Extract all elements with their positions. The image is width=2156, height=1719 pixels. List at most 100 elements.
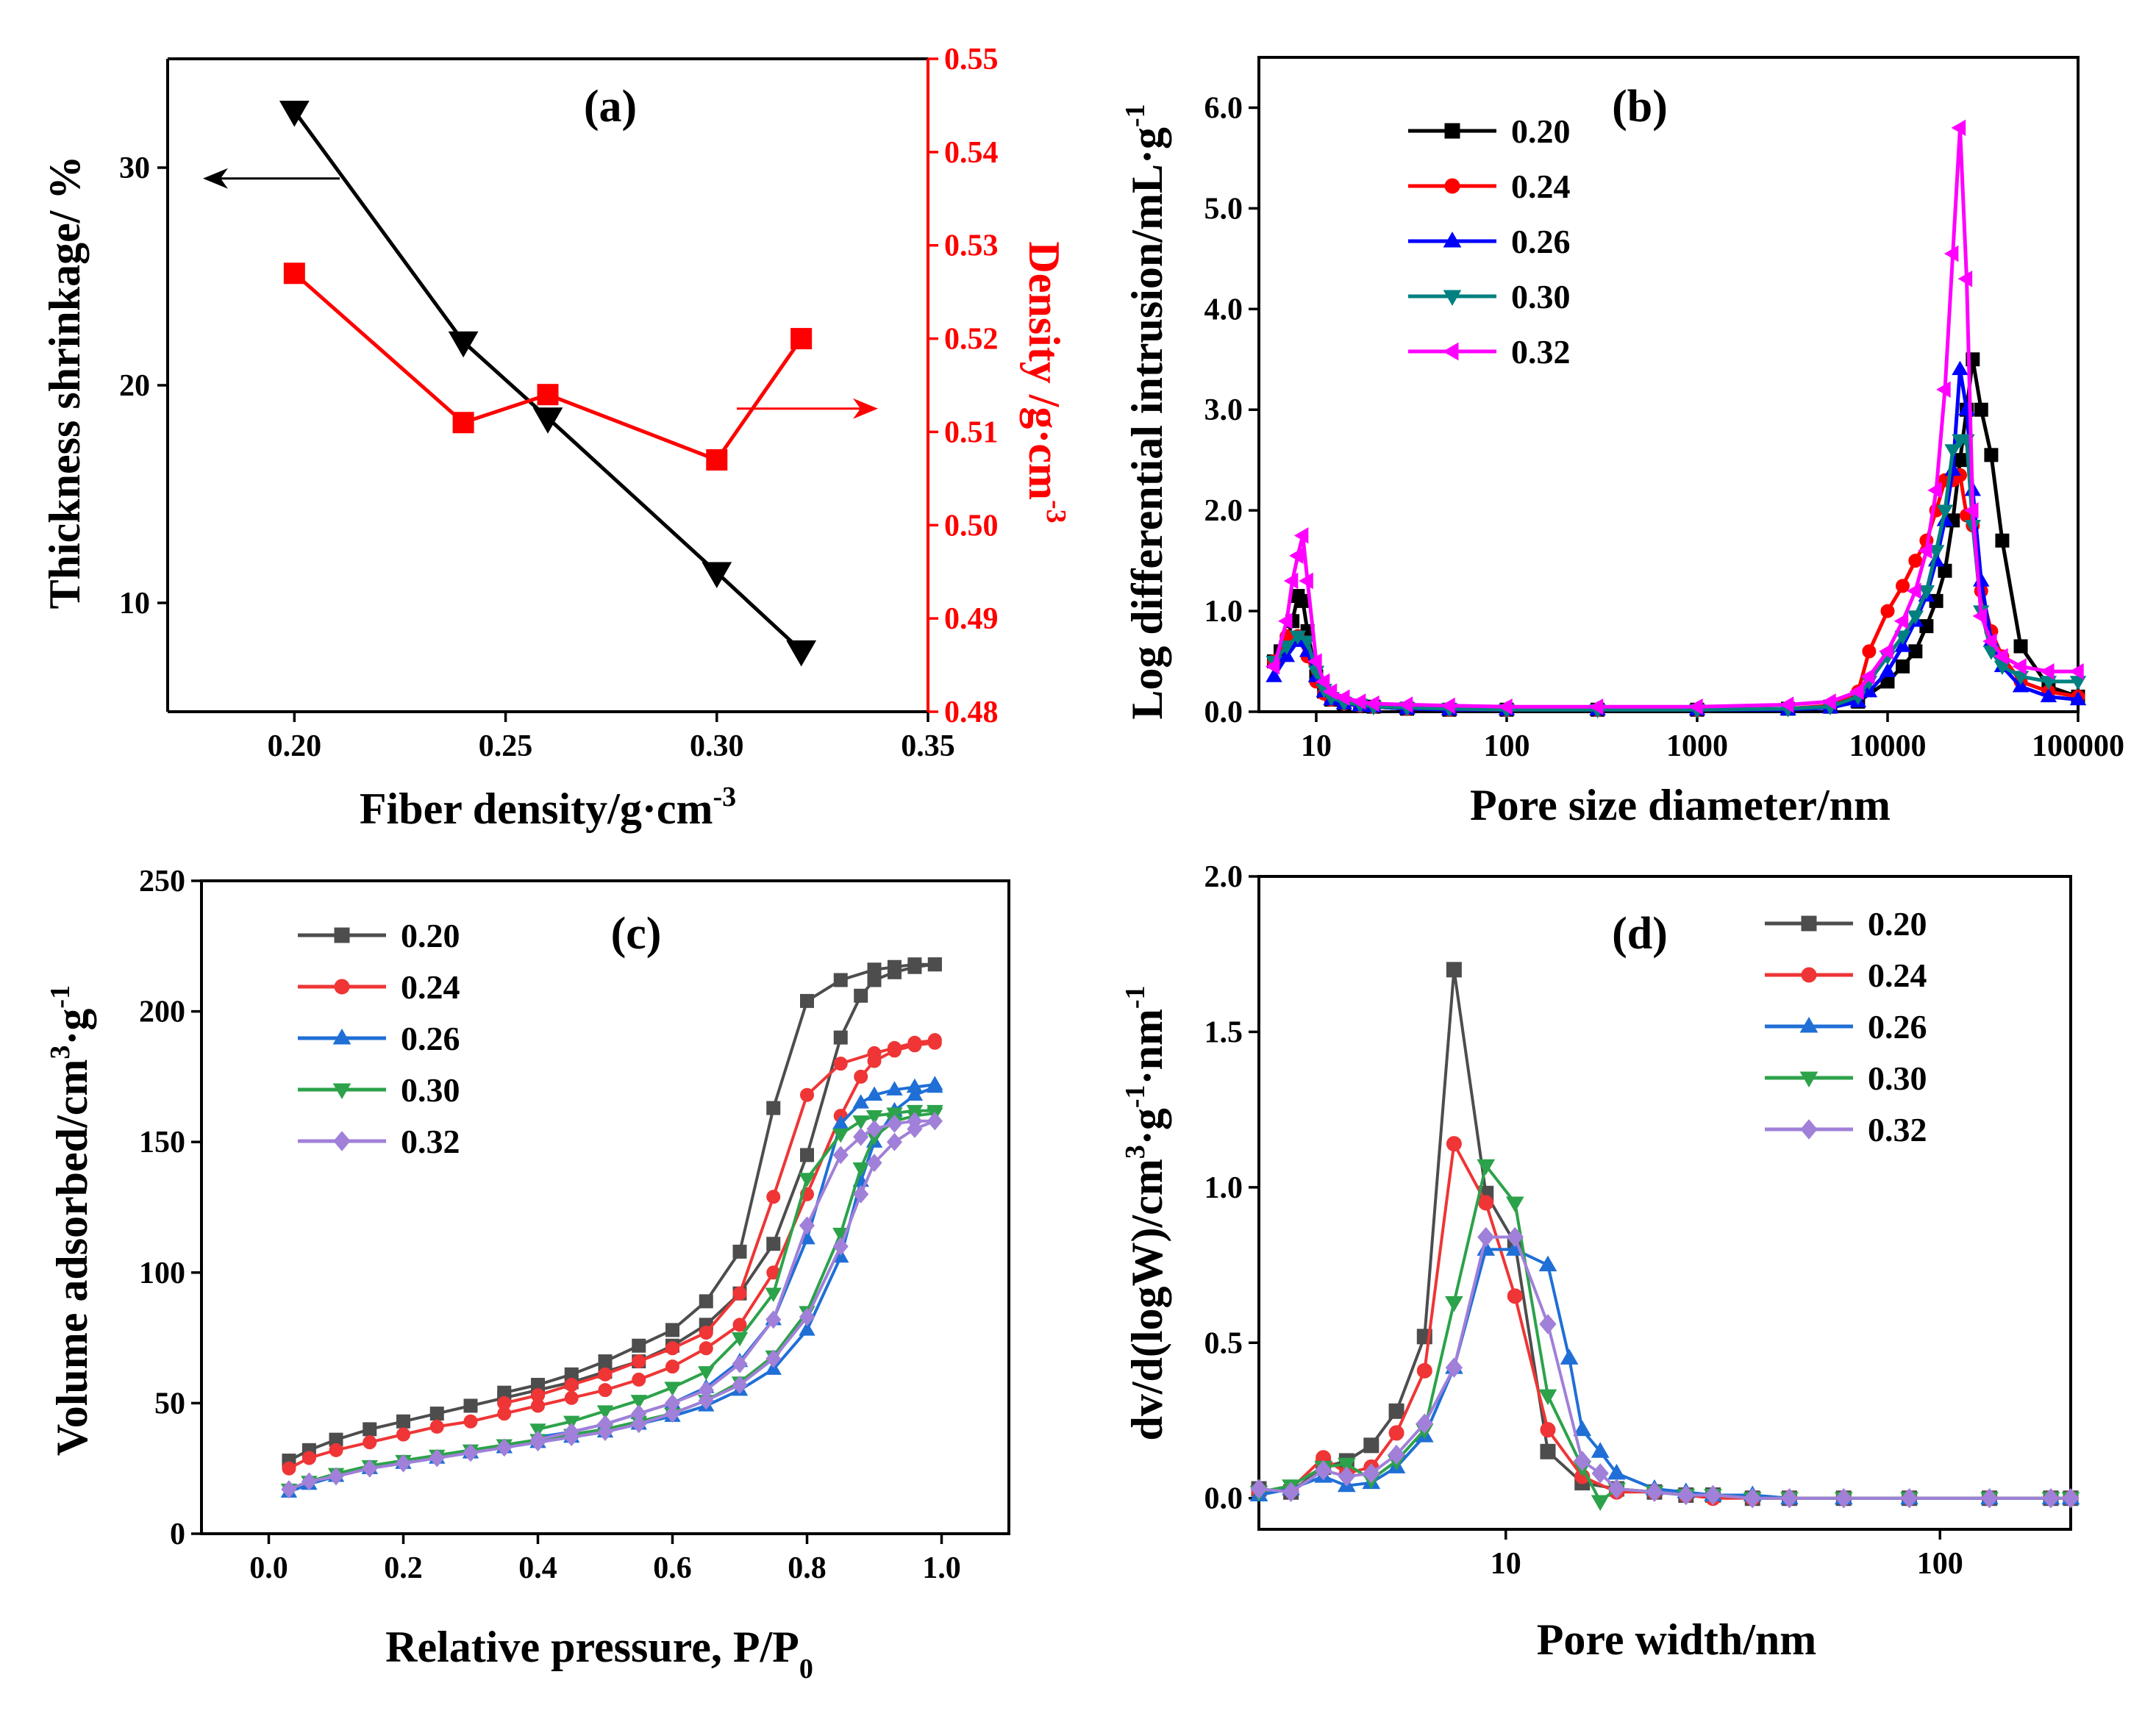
- panel-c-series-0.24-des-point-6: [766, 1190, 781, 1204]
- panel-a-marks: [157, 57, 938, 722]
- panel-c-series-0.32-ads-point-3: [362, 1459, 378, 1478]
- panel-b-intrusion: 10 100 1000 10000 100000 0.0 1.0 2.0 3.0 4.0 5.0 6.…: [1120, 56, 2124, 829]
- panel-b-series-0.30-point-3: [1299, 635, 1316, 650]
- panel-b-series-0.32-point-26: [1936, 381, 1951, 399]
- panel-d-y-title-5: ·nm: [1123, 1009, 1171, 1084]
- panel-a-tick-labels: 0.20 0.25 0.30 0.35 10 20 30 0.48 0.49 0.50 0.51 0.…: [119, 43, 999, 763]
- panel-b-series-0.32-point-0: [1265, 658, 1280, 675]
- panel-b-y-tick-label-1: 1.0: [1204, 595, 1243, 629]
- panel-c-series-0.32-des-point-14: [529, 1430, 546, 1449]
- panel-b-y-axis-title: Log differential intrusion/mL·g-1: [1120, 104, 1171, 719]
- panel-c-series-0.24-ads-point-0: [282, 1461, 296, 1476]
- panel-b-series-0.32-point-22: [1893, 612, 1909, 629]
- panel-d-tick-labels: 10 100 0.0 0.5 1.0 1.5 2.0: [1204, 860, 1963, 1581]
- panel-c-series-0.24-des-point-0: [927, 1033, 942, 1048]
- panel-b-y-tick-label-6: 6.0: [1204, 91, 1243, 125]
- panel-b-x-tick-label-2: 1000: [1666, 729, 1728, 763]
- panel-b-x-tick-label-1: 100: [1483, 729, 1529, 763]
- panel-c-series-0.20-ads-point-18: [854, 988, 868, 1003]
- panel-a-left-y-axis-title: Thickness shrinkage/ %: [40, 156, 89, 610]
- panel-c-series-0.20-des-point-1: [907, 957, 922, 972]
- panel-b-y-tick-label-0: 0.0: [1204, 696, 1243, 729]
- panel-c-series-0.32-ads-point-13: [698, 1391, 714, 1410]
- panel-c-series-0.24-des-point-4: [833, 1057, 848, 1071]
- panel-d-y-tick-label-2: 1.0: [1204, 1171, 1243, 1205]
- panel-c-series-0.32-ads-point-5: [429, 1448, 445, 1468]
- panel-a-y2-tick-label-0: 0.48: [944, 696, 999, 729]
- panel-c-legend-label-0: 0.20: [401, 917, 460, 954]
- panel-d-series-0.32-point-11: [1574, 1451, 1591, 1471]
- panel-a-x-axis-title-main: Fiber density/g·cm: [360, 785, 713, 833]
- panel-b-y-axis-title-sup: -1: [1120, 104, 1151, 127]
- panel-d-legend-label-0: 0.20: [1868, 905, 1927, 943]
- panel-b-series-0.20-point-23: [1908, 644, 1923, 659]
- panel-c-y-title-3: ·g: [48, 1009, 96, 1046]
- panel-c-series-0.32-ads-point-0: [281, 1480, 297, 1499]
- panel-b-series-0.32-point-18: [1821, 693, 1836, 710]
- panel-d-y-title-6: -1: [1120, 985, 1151, 1009]
- panel-c-series-0.20-des-point-0: [927, 957, 942, 972]
- panel-b-series-0.32-point-35: [2040, 663, 2055, 680]
- panel-d-series-0.30-point-7: [1445, 1295, 1463, 1312]
- panel-c-series-0.24-des-point-13: [531, 1388, 545, 1403]
- panel-b-y-tick-label-2: 2.0: [1204, 494, 1243, 528]
- panel-d-series-0.30-point-12: [1591, 1495, 1610, 1511]
- panel-c-legend-marker-4: [333, 1131, 351, 1151]
- panel-d-series-0.32-point-7: [1445, 1357, 1463, 1378]
- panel-d-x-tick-label-1: 100: [1917, 1547, 1963, 1581]
- panel-c-series-0.32-des-point-10: [664, 1393, 681, 1412]
- panel-b-series-0.32-point-9: [1335, 689, 1350, 707]
- panel-c-y-tick-label-2: 100: [139, 1257, 185, 1290]
- panel-b-legend-marker-2: [1443, 231, 1462, 248]
- panel-c-series-0.30-des-point-10: [664, 1382, 681, 1396]
- panel-c-series-0.30-des-point-11: [630, 1395, 647, 1409]
- panel-d-y-tick-label-4: 2.0: [1204, 860, 1243, 894]
- panel-c-y-title-4: -1: [45, 985, 76, 1009]
- panel-c-series-0.20-des-point-7: [732, 1244, 747, 1259]
- panel-a-right-y-axis-title-main: Density /g·cm: [1020, 241, 1068, 500]
- panel-d-series-0.32-point-8: [1477, 1226, 1495, 1248]
- panel-d-series-0.24-point-8: [1478, 1195, 1494, 1211]
- panel-c-series-0.24-ads-point-18: [854, 1069, 868, 1084]
- panel-c-series-0.24-des-point-14: [497, 1395, 512, 1410]
- panel-c-series-0.32-ads-point-1: [301, 1472, 317, 1491]
- panel-c-series-0.32-des-point-0: [927, 1112, 943, 1131]
- panel-c-series-0.20-des-point-10: [632, 1338, 646, 1353]
- panel-d-series-0.32-point-18: [1780, 1487, 1799, 1509]
- panel-c-label: (c): [611, 909, 662, 959]
- panel-a-density-point-2: [537, 384, 559, 406]
- panel-c-series-0.32-ads-point-17: [832, 1237, 849, 1256]
- panel-b-series-0.32-point-25: [1927, 482, 1942, 498]
- panel-c-series-0.20-ads-point-3: [363, 1422, 377, 1437]
- panel-c-series-0.32-ads-point-7: [496, 1438, 513, 1457]
- panel-c-series-0.24-des-point-12: [564, 1378, 579, 1393]
- panel-d-series-0.20-point-7: [1446, 962, 1462, 978]
- panel-c-series-0.20-des-point-6: [766, 1101, 781, 1115]
- panel-b-series-0.26-point-34: [2069, 690, 2087, 706]
- panel-d-series-0.26-point-10: [1538, 1255, 1557, 1272]
- panel-d-series-0.20-point-4: [1363, 1437, 1379, 1454]
- panel-c-series-0.32-ads-point-14: [732, 1376, 748, 1395]
- panel-c-series-0.32-ads-point-11: [631, 1415, 647, 1434]
- panel-c-series-0.24-ads-point-6: [463, 1414, 478, 1429]
- panel-c-series-0.20-ads-point-6: [463, 1398, 478, 1413]
- panel-d-series-0.26-point-11: [1560, 1348, 1579, 1365]
- panel-c-series-0.30-des-point-4: [852, 1115, 869, 1130]
- panel-c-legend-marker-0: [334, 927, 350, 943]
- panel-a-y-tick-label-2: 30: [119, 151, 150, 185]
- panel-c-x-tick-label-5: 1.0: [922, 1551, 961, 1585]
- panel-c-series-0.24-des-point-1: [907, 1035, 922, 1050]
- panel-d-series-0.32-point-3: [1338, 1466, 1355, 1487]
- panel-a-y2-tick-label-2: 0.50: [944, 509, 999, 543]
- panel-c-x-axis-title-sub: 0: [799, 1654, 813, 1684]
- panel-c-series-0.24-des-point-7: [732, 1286, 747, 1301]
- panel-c-legend-marker-1: [334, 979, 350, 995]
- panel-c-tick-labels: 0.0 0.2 0.4 0.6 0.8 1.0 0 50 100 150 200 250: [139, 865, 961, 1585]
- panel-a-x-tick-label-2: 0.30: [690, 729, 744, 763]
- panel-b-series-0.32-point-1: [1278, 612, 1293, 629]
- panel-d-series-0.32-point-23: [2062, 1487, 2080, 1509]
- panel-c-series-0.20-des-point-3: [867, 962, 882, 977]
- panel-d-series-0.26-point-12: [1573, 1420, 1592, 1437]
- panel-c-series-0.32-ads-point-16: [799, 1307, 815, 1326]
- panel-b-series-0.26-point-26: [1952, 360, 1968, 376]
